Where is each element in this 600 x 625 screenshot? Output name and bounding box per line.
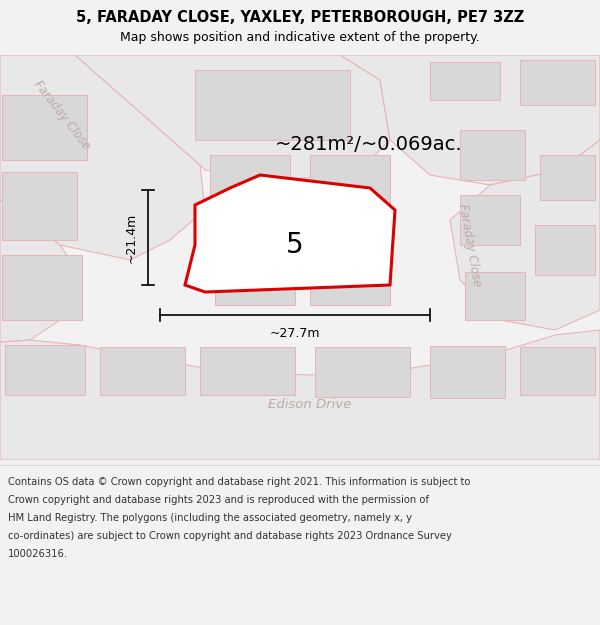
Bar [2,95,87,160]
Text: Crown copyright and database rights 2023 and is reproduced with the permission o: Crown copyright and database rights 2023… [8,495,429,505]
Polygon shape [75,55,390,180]
Bar [2,172,77,240]
Bar [430,62,500,100]
Bar [2,255,82,320]
Bar [195,70,350,140]
Polygon shape [450,140,600,330]
Bar [5,345,85,395]
Polygon shape [185,175,395,292]
Text: ~281m²/~0.069ac.: ~281m²/~0.069ac. [275,136,463,154]
Polygon shape [340,55,600,185]
Bar [535,225,595,275]
Bar [215,240,295,305]
Text: Faraday Close: Faraday Close [457,202,484,288]
Bar [460,130,525,180]
Bar [310,240,390,305]
Text: ~27.7m: ~27.7m [270,327,320,340]
Text: HM Land Registry. The polygons (including the associated geometry, namely x, y: HM Land Registry. The polygons (includin… [8,513,412,523]
Bar [315,347,410,397]
Polygon shape [0,330,600,460]
Text: Faraday Close: Faraday Close [31,78,93,152]
Bar [200,347,295,395]
Bar [465,272,525,320]
Text: 5, FARADAY CLOSE, YAXLEY, PETERBOROUGH, PE7 3ZZ: 5, FARADAY CLOSE, YAXLEY, PETERBOROUGH, … [76,9,524,24]
Text: ~21.4m: ~21.4m [125,213,138,262]
Text: Edison Drive: Edison Drive [268,399,352,411]
Text: Map shows position and indicative extent of the property.: Map shows position and indicative extent… [120,31,480,44]
Bar [520,347,595,395]
Polygon shape [0,55,205,260]
Bar [460,195,520,245]
Text: 100026316.: 100026316. [8,549,68,559]
Polygon shape [0,200,70,342]
Text: 5: 5 [286,231,304,259]
Bar [310,155,390,220]
Text: co-ordinates) are subject to Crown copyright and database rights 2023 Ordnance S: co-ordinates) are subject to Crown copyr… [8,531,452,541]
Bar [430,346,505,398]
Bar [520,60,595,105]
Bar [210,155,290,225]
Text: Contains OS data © Crown copyright and database right 2021. This information is : Contains OS data © Crown copyright and d… [8,477,470,487]
Bar [100,347,185,395]
Bar [540,155,595,200]
